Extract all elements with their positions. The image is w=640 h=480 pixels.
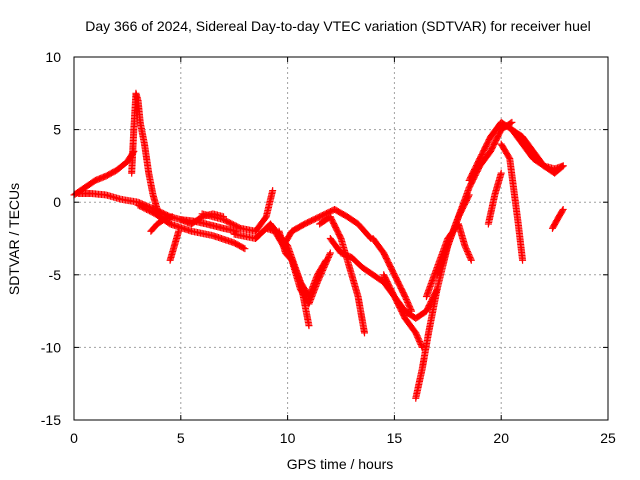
data-point: [326, 250, 334, 258]
data-point: [168, 213, 176, 221]
data-point: [360, 329, 368, 337]
series-track-3: [128, 89, 163, 221]
series-track-24: [548, 205, 567, 232]
y-tick-label: 10: [45, 49, 61, 65]
x-tick-label: 5: [177, 430, 185, 446]
series-track-17: [412, 191, 473, 402]
data-point: [241, 245, 249, 253]
data-point: [467, 256, 475, 264]
data-point: [508, 118, 516, 126]
series-track-11: [275, 227, 330, 301]
series-track-15: [369, 235, 415, 315]
series-track-14: [326, 235, 426, 351]
y-tick-label: -5: [49, 267, 62, 283]
data-point: [558, 207, 566, 215]
data-point: [322, 256, 330, 264]
x-axis-label: GPS time / hours: [287, 456, 394, 472]
data-point: [497, 169, 505, 177]
y-tick-label: -10: [41, 339, 61, 355]
x-tick-label: 15: [387, 430, 403, 446]
data-point: [366, 233, 374, 241]
series-track-13: [316, 213, 368, 337]
data-point: [326, 249, 334, 257]
axis-ticks: 0 5 10 15 20 25 -15 -10 -5 0 5 10: [41, 49, 616, 446]
x-tick-label: 25: [600, 430, 616, 446]
data-point: [559, 162, 567, 170]
y-tick-label: -15: [41, 412, 61, 428]
data-point: [519, 256, 527, 264]
series-track-18: [422, 220, 475, 301]
y-axis-label: SDTVAR / TECUs: [6, 183, 22, 295]
y-tick-label: 5: [53, 122, 61, 138]
plot-frame: [73, 56, 609, 421]
data-point: [240, 244, 248, 252]
series-track-5: [166, 227, 183, 264]
data-point: [559, 205, 567, 213]
x-tick-label: 20: [493, 430, 509, 446]
x-tick-label: 0: [70, 430, 78, 446]
y-tick-label: 0: [53, 194, 61, 210]
chart-title: Day 366 of 2024, Sidereal Day-to-day VTE…: [85, 18, 591, 34]
series-track-19: [433, 118, 516, 279]
series-track-12: [279, 205, 375, 250]
series-track-23: [508, 126, 567, 173]
series-track-6: [134, 201, 249, 253]
data-point: [321, 258, 329, 266]
data-series: [70, 89, 567, 402]
series-track-21: [484, 169, 505, 228]
data-point: [269, 187, 277, 195]
x-tick-label: 10: [280, 430, 296, 446]
series-track-20: [465, 118, 567, 184]
data-point: [305, 322, 313, 330]
series-track-8: [198, 187, 277, 235]
data-point: [467, 255, 475, 263]
series-track-22: [497, 140, 527, 264]
